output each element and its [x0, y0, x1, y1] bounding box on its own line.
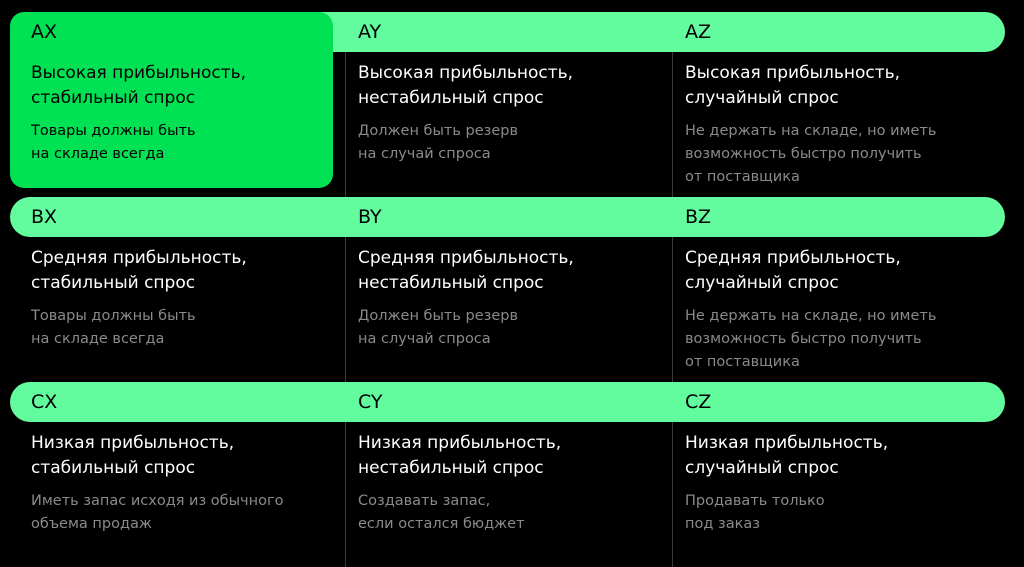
cell-note: Должен быть резерв — [358, 123, 519, 139]
cell-note: Продавать только — [685, 493, 825, 509]
cell-note: объема продаж — [31, 516, 152, 532]
cell-code: CY — [358, 391, 383, 413]
cell-title: Высокая прибыльность, — [31, 63, 247, 83]
cell-note: Не держать на складе, но иметь — [685, 123, 937, 139]
separator — [672, 52, 673, 197]
cell-title: нестабильный спрос — [358, 458, 544, 478]
cell-code: AX — [31, 21, 58, 43]
cell-title: нестабильный спрос — [358, 273, 544, 293]
row-header — [10, 382, 1005, 422]
cell-title: Средняя прибыльность, — [685, 248, 901, 268]
cell-title: стабильный спрос — [31, 458, 196, 478]
cell-title: Низкая прибыльность, — [31, 433, 235, 453]
cell-title: Высокая прибыльность, — [358, 63, 574, 83]
cell-title: нестабильный спрос — [358, 88, 544, 108]
cell-code: CX — [31, 391, 58, 413]
cell-code: BX — [31, 206, 58, 228]
cell-code: CZ — [685, 391, 712, 413]
cell-note: если остался бюджет — [358, 516, 525, 532]
highlight-cell — [10, 12, 333, 188]
separator — [672, 237, 673, 382]
cell-note: от поставщика — [685, 169, 800, 185]
cell-title: Средняя прибыльность, — [358, 248, 574, 268]
cell-note: от поставщика — [685, 354, 800, 370]
cell-note: на случай спроса — [358, 331, 491, 347]
matrix: AX Высокая прибыльность, стабильный спрос Т… — [10, 12, 1005, 567]
cell-title: стабильный спрос — [31, 88, 196, 108]
cell-note: возможность быстро получить — [685, 146, 922, 162]
cell-note: Товары должны быть — [31, 308, 196, 324]
cell-title: случайный спрос — [685, 458, 839, 478]
cell-title: случайный спрос — [685, 273, 839, 293]
cell-code: BY — [358, 206, 382, 228]
cell-title: Средняя прибыльность, — [31, 248, 247, 268]
cell-note: Иметь запас исходя из обычного — [31, 493, 284, 509]
cell-title: случайный спрос — [685, 88, 839, 108]
cell-code: AY — [358, 21, 382, 43]
cell-title: Высокая прибыльность, — [685, 63, 901, 83]
cell-note: возможность быстро получить — [685, 331, 922, 347]
cell-note: под заказ — [685, 516, 760, 532]
separator — [345, 52, 346, 197]
separator — [345, 422, 346, 567]
row-header — [10, 197, 1005, 237]
cell-title: Низкая прибыльность, — [685, 433, 889, 453]
cell-note: на случай спроса — [358, 146, 491, 162]
cell-note: Должен быть резерв — [358, 308, 519, 324]
separator — [345, 237, 346, 382]
cell-code: BZ — [685, 206, 712, 228]
cell-title: стабильный спрос — [31, 273, 196, 293]
cell-note: Не держать на складе, но иметь — [685, 308, 937, 324]
cell-code: AZ — [685, 21, 712, 43]
cell-note: Товары должны быть — [31, 123, 196, 139]
separator — [672, 422, 673, 567]
cell-note: Создавать запас, — [358, 493, 491, 509]
cell-note: на складе всегда — [31, 331, 165, 347]
cell-note: на складе всегда — [31, 146, 165, 162]
cell-title: Низкая прибыльность, — [358, 433, 562, 453]
